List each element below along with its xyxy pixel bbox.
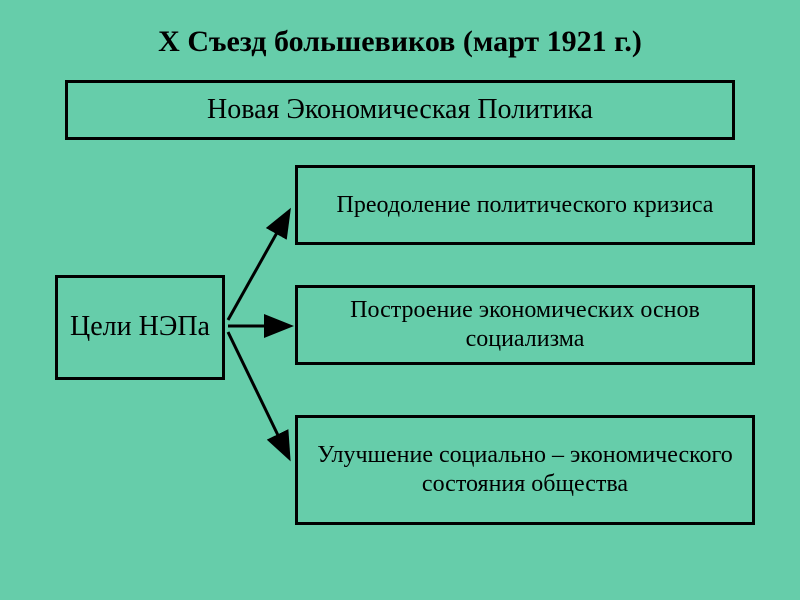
diagram-title: X Съезд большевиков (март 1921 г.) [0, 25, 800, 59]
goal-box-3: Улучшение социально – экономического сос… [295, 415, 755, 525]
goal-box-1: Преодоление политического кризиса [295, 165, 755, 245]
goal-box-2: Построение экономических основ социализм… [295, 285, 755, 365]
goal-1-label: Преодоление политического кризиса [337, 191, 714, 220]
main-policy-box: Новая Экономическая Политика [65, 80, 735, 140]
goal-3-label: Улучшение социально – экономического сос… [308, 441, 742, 499]
arrow-to-goal-3 [228, 332, 288, 456]
source-goals-label: Цели НЭПа [70, 309, 210, 345]
arrow-to-goal-1 [228, 213, 288, 320]
source-goals-box: Цели НЭПа [55, 275, 225, 380]
main-policy-label: Новая Экономическая Политика [207, 94, 593, 126]
goal-2-label: Построение экономических основ социализм… [308, 296, 742, 354]
